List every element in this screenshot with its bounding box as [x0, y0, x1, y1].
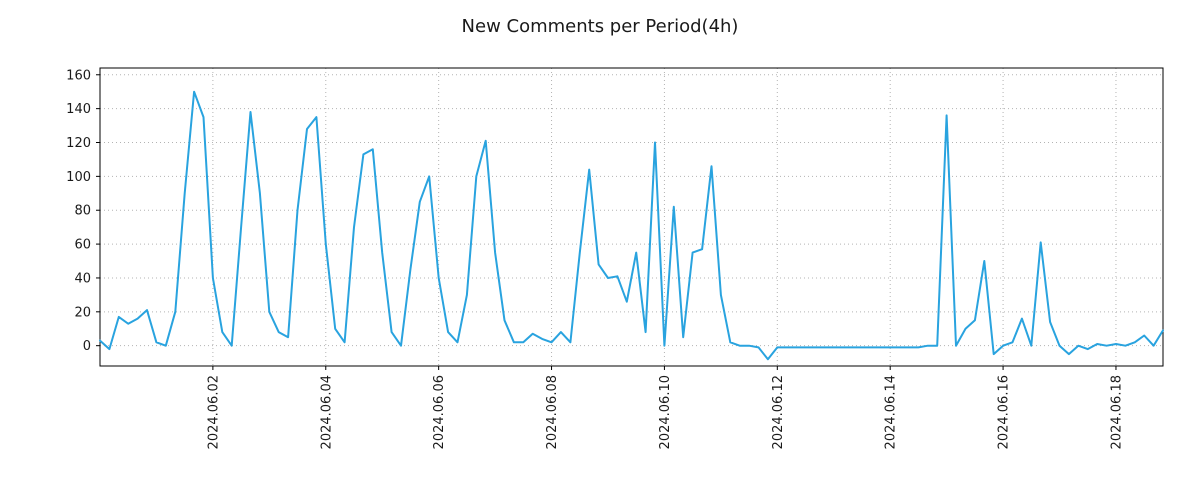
x-tick-label: 2024.06.12	[771, 375, 786, 449]
series-line	[99, 90, 1164, 361]
plot-frame	[99, 67, 1164, 367]
chart-title: New Comments per Period(4h)	[461, 16, 739, 37]
x-axis-ticks: 2024.06.02 2024.06.04 2024.06.06 2024.06.08…	[206, 366, 1124, 449]
x-tick-label: 2024.06.08	[545, 375, 560, 449]
x-tick-label: 2024.06.04	[319, 375, 334, 449]
y-tick-label: 120	[66, 136, 91, 151]
y-tick-label: 20	[74, 305, 91, 320]
y-tick-label: 60	[74, 238, 91, 253]
x-tick-label: 2024.06.02	[206, 375, 221, 449]
y-tick-label: 140	[66, 102, 91, 117]
y-tick-label: 160	[66, 68, 91, 83]
x-tick-label: 2024.06.06	[432, 375, 447, 449]
gridlines	[100, 68, 1163, 366]
y-axis-ticks: 0 20 40 60 80 100 120 140 160	[66, 68, 100, 354]
y-tick-label: 0	[83, 339, 91, 354]
y-tick-label: 40	[74, 271, 91, 286]
x-tick-label: 2024.06.10	[658, 375, 673, 449]
y-tick-label: 100	[66, 170, 91, 185]
x-tick-label: 2024.06.14	[884, 375, 899, 449]
y-tick-label: 80	[74, 204, 91, 219]
x-tick-label: 2024.06.18	[1109, 375, 1124, 449]
x-tick-label: 2024.06.16	[997, 375, 1012, 449]
